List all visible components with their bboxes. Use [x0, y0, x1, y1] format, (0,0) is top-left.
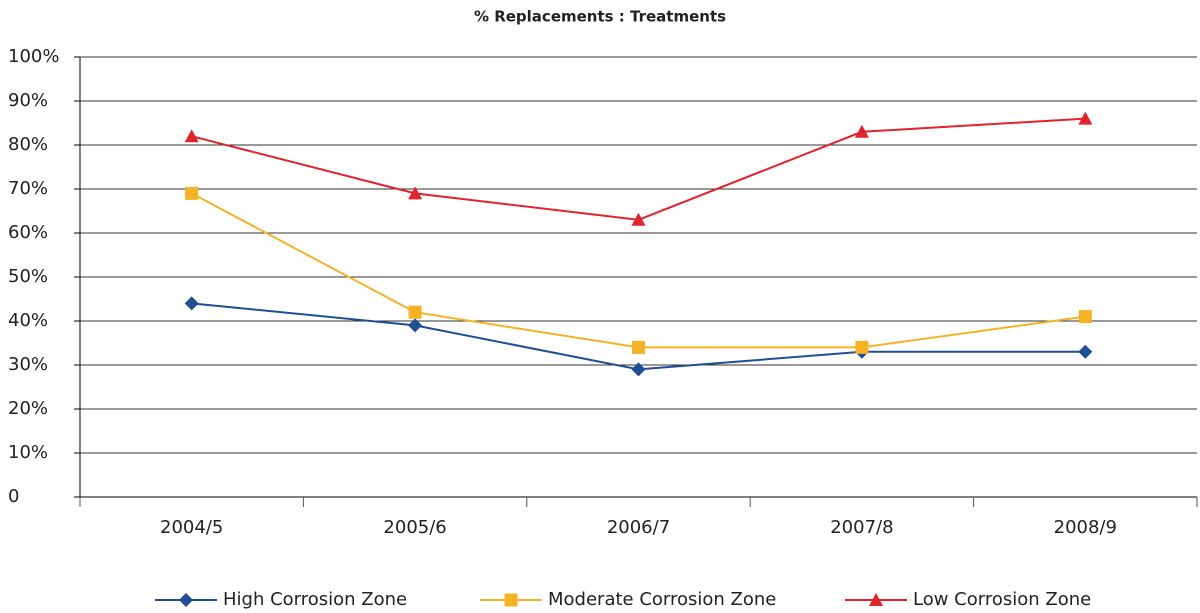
data-point — [631, 212, 646, 226]
data-point — [855, 340, 869, 354]
y-tick-label: 80% — [8, 134, 48, 155]
y-tick-label: 50% — [8, 266, 48, 287]
data-point — [408, 305, 422, 319]
y-tick-label: 0 — [8, 486, 19, 507]
legend-label: High Corrosion Zone — [223, 589, 407, 610]
legend-marker — [869, 593, 883, 606]
x-tick-label: 2008/9 — [1054, 517, 1117, 538]
data-point — [632, 340, 645, 354]
y-tick-label: 100% — [8, 46, 59, 67]
y-tick-label: 60% — [8, 222, 48, 243]
legend-marker — [179, 593, 193, 607]
data-point — [854, 124, 869, 138]
y-tick-label: 40% — [8, 310, 48, 331]
data-point — [631, 362, 646, 377]
data-point — [1078, 310, 1092, 324]
x-tick-label: 2004/5 — [160, 517, 223, 538]
x-tick-label: 2007/8 — [830, 517, 893, 538]
x-tick-label: 2005/6 — [383, 517, 446, 538]
y-tick-label: 20% — [8, 398, 48, 419]
data-point — [185, 186, 199, 200]
series-line — [191, 302, 1086, 371]
y-tick-label: 30% — [8, 354, 48, 375]
data-point — [184, 129, 199, 143]
data-point — [408, 186, 423, 200]
data-point — [1078, 344, 1093, 359]
legend-label: Low Corrosion Zone — [913, 589, 1091, 610]
y-tick-label: 10% — [8, 442, 48, 463]
data-point — [408, 318, 423, 333]
data-point — [184, 296, 199, 311]
x-tick-label: 2006/7 — [607, 517, 670, 538]
legend-marker — [504, 593, 518, 607]
y-tick-label: 90% — [8, 90, 48, 111]
legend-label: Moderate Corrosion Zone — [548, 589, 776, 610]
series-line — [191, 117, 1086, 221]
chart-title: % Replacements : Treatments — [474, 8, 726, 26]
data-point — [1078, 111, 1093, 125]
y-tick-label: 70% — [8, 178, 48, 199]
